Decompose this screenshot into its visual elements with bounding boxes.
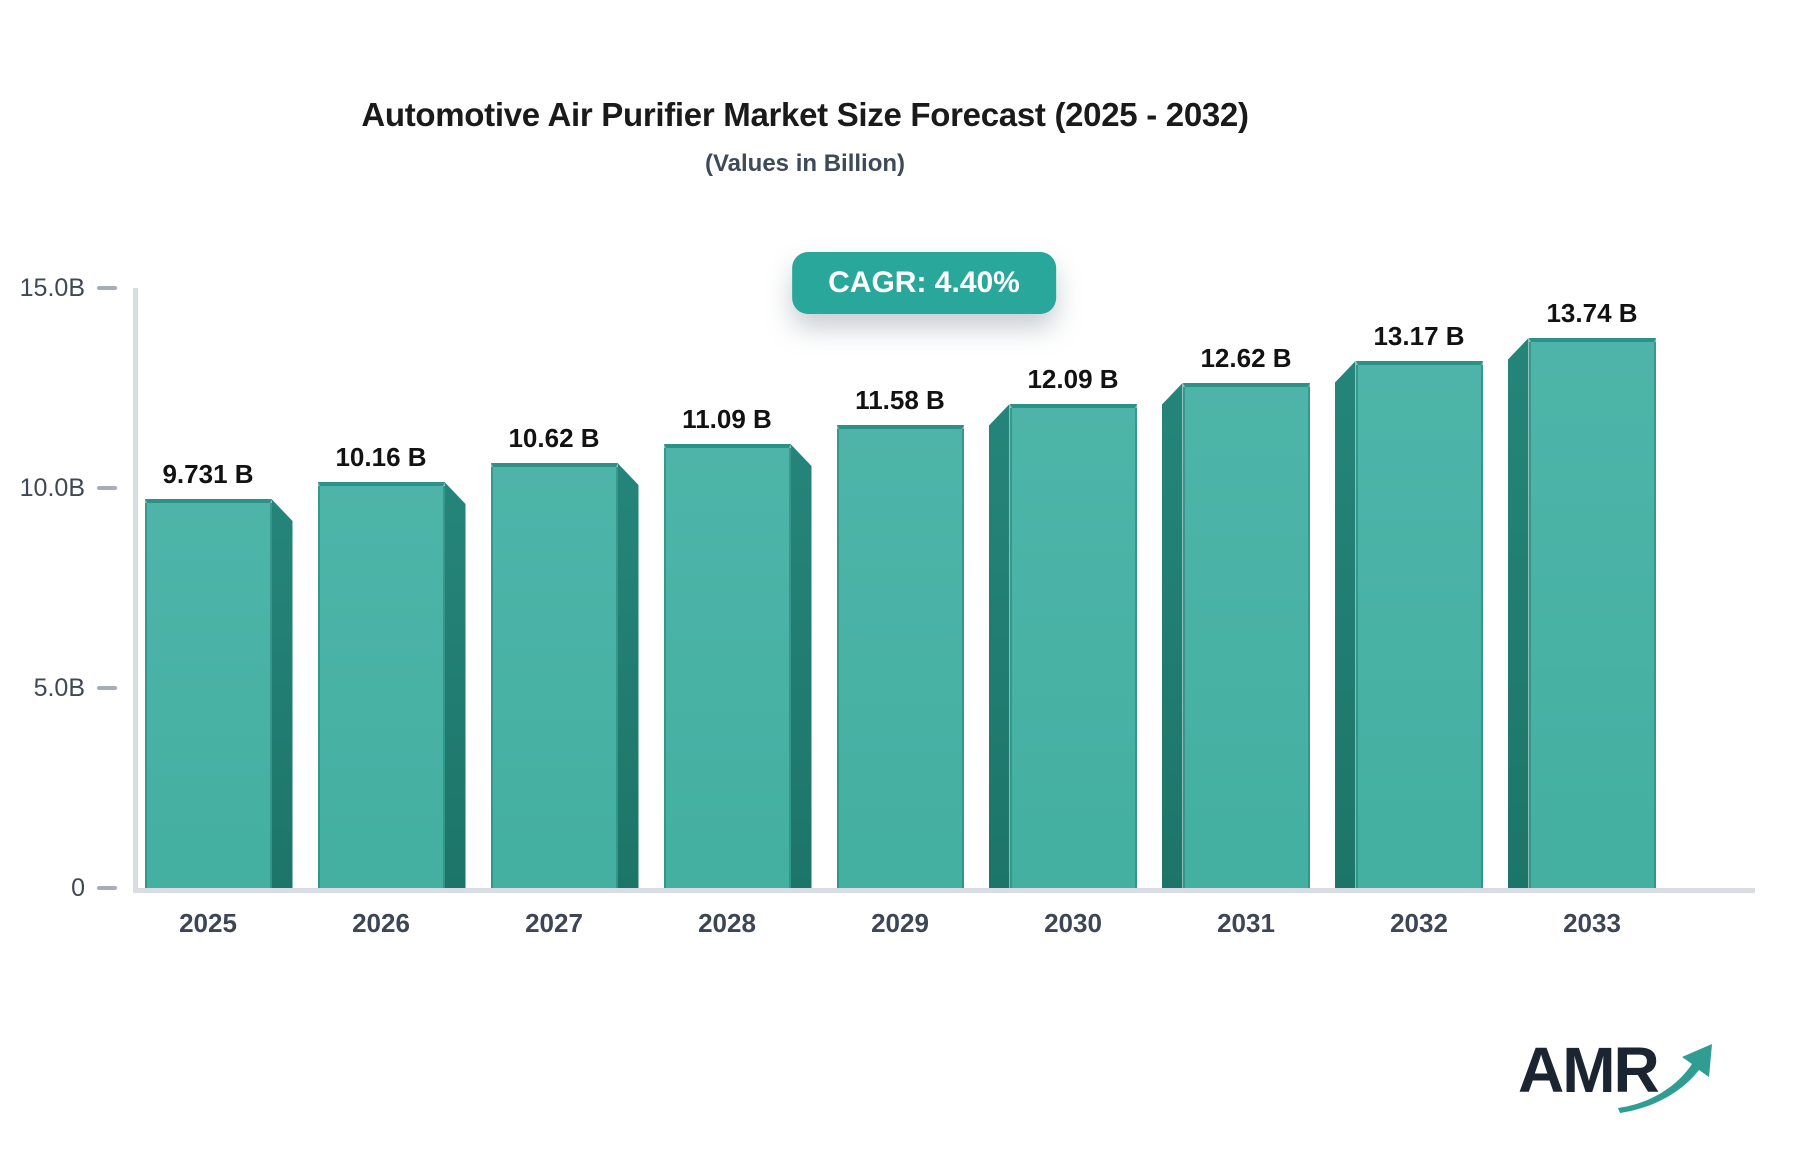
bar-2033: [1528, 338, 1656, 888]
x-axis-label-2033: 2033: [1563, 908, 1621, 938]
bar-2031: [1182, 383, 1310, 888]
y-tick-mark-1: [97, 486, 117, 490]
bar-2027: [490, 463, 618, 888]
bar-2032: [1355, 361, 1483, 888]
y-tick-label-0: 15.0B: [19, 274, 85, 302]
amr-logo-arrow-icon: [1618, 1044, 1712, 1113]
bar-value-label-2033: 13.74 B: [1546, 298, 1638, 328]
cagr-badge: CAGR: 4.40%: [792, 252, 1056, 314]
x-axis-line: [133, 888, 1755, 893]
bar-value-label-2032: 13.17 B: [1373, 321, 1465, 351]
bar-2028: [663, 444, 791, 888]
bar-value-label-2027: 10.62 B: [508, 423, 600, 453]
x-axis-label-2027: 2027: [525, 908, 583, 938]
bar-value-label-2029: 11.58 B: [855, 385, 945, 415]
y-axis-line: [133, 288, 138, 893]
x-axis-label-2028: 2028: [698, 908, 756, 938]
bar-side-panel-2030: [988, 404, 1010, 888]
chart-title: Automotive Air Purifier Market Size Fore…: [361, 96, 1249, 133]
bar-2026: [317, 482, 445, 888]
bar-value-label-2031: 12.62 B: [1200, 343, 1292, 373]
x-axis-label-2030: 2030: [1044, 908, 1102, 938]
x-axis-label-2032: 2032: [1390, 908, 1448, 938]
bar-side-panel-2026: [444, 482, 466, 888]
y-tick-label-1: 10.0B: [19, 474, 85, 502]
bar-side-panel-2031: [1161, 383, 1183, 888]
amr-logo: AMR: [1518, 1028, 1738, 1123]
x-axis-label-2026: 2026: [352, 908, 410, 938]
bar-value-label-2030: 12.09 B: [1027, 364, 1119, 394]
bar-value-label-2026: 10.16 B: [335, 442, 427, 472]
cagr-badge-label: CAGR: 4.40%: [828, 266, 1020, 299]
amr-logo-text: AMR: [1518, 1034, 1659, 1106]
x-axis-label-2031: 2031: [1217, 908, 1275, 938]
bar-side-panel-2027: [617, 463, 639, 888]
y-tick-mark-0: [97, 286, 117, 290]
chart-subtitle: (Values in Billion): [704, 150, 906, 177]
bar-value-label-2025: 9.731 B: [162, 459, 254, 489]
y-tick-mark-2: [97, 686, 117, 690]
x-axis-label-2025: 2025: [179, 908, 237, 938]
bar-2029: [836, 425, 964, 888]
x-axis-label-2029: 2029: [871, 908, 929, 938]
y-tick-label-3: 0: [71, 874, 85, 902]
bar-side-panel-2025: [271, 499, 293, 888]
bar-side-panel-2032: [1334, 361, 1356, 888]
bar-value-label-2028: 11.09 B: [682, 404, 772, 434]
bar-side-panel-2033: [1507, 338, 1529, 888]
y-tick-label-2: 5.0B: [33, 674, 85, 702]
amr-logo-graphic: AMR: [1518, 1034, 1712, 1113]
bar-side-panel-2028: [790, 444, 812, 888]
y-tick-mark-3: [97, 886, 117, 890]
bar-2025: [144, 499, 272, 888]
bar-2030: [1009, 404, 1137, 888]
